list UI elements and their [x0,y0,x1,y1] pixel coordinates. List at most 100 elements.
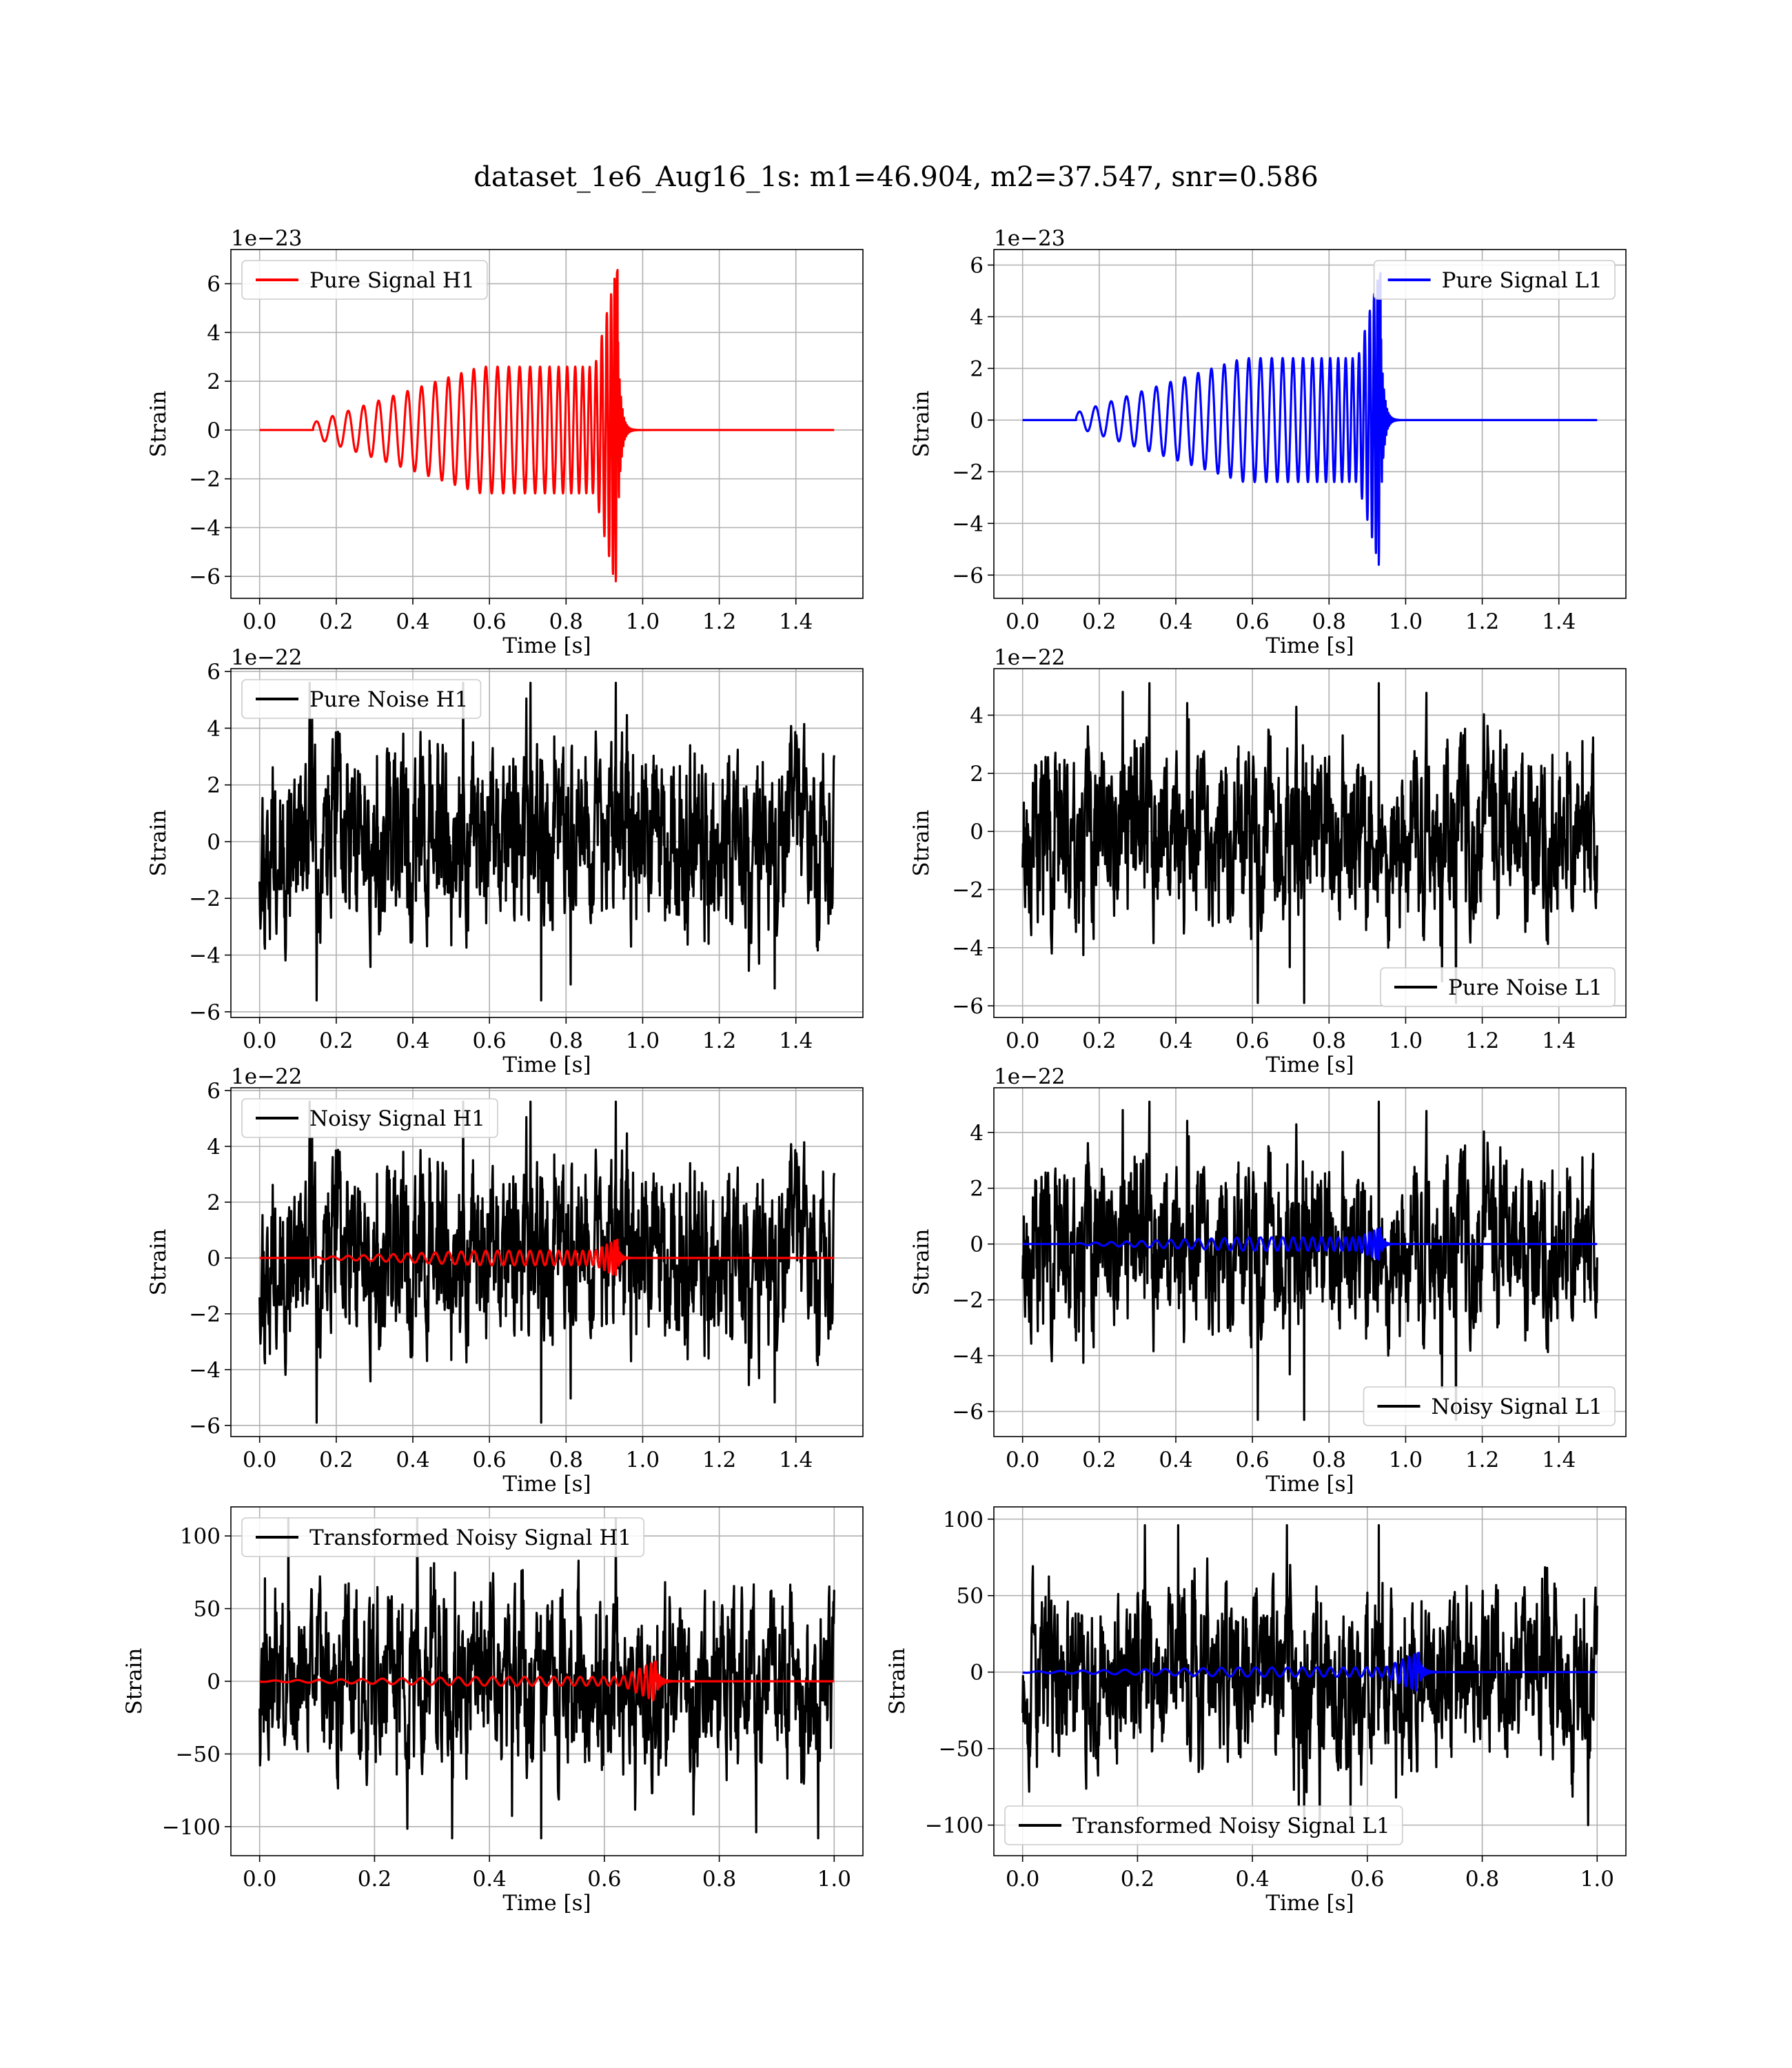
x-tick-label: 0.8 [702,1867,736,1892]
y-axis-label: Strain [122,1648,147,1715]
y-tick-label: −6 [952,1400,984,1425]
y-tick-label: 0 [970,1233,984,1257]
y-tick-label: −50 [939,1737,984,1762]
series-group [258,682,835,1002]
x-tick-label: 0.8 [1312,1028,1346,1053]
legend-label: Pure Signal H1 [309,268,475,293]
y-tick-label: 6 [207,660,221,685]
y-tick-label: −6 [952,994,984,1019]
panel-pure-signal-l1: 0.0 0.2 0.4 0.6 0.8 1.0 1.2 1.4 −6 −4 −2 0 2 4 6 Time [… [909,226,1627,658]
y-tick-label: 50 [957,1584,984,1609]
axis-offset-label: 1e−23 [231,226,303,251]
x-axis-label: Time [s] [502,1472,591,1497]
series-line-signal [258,1238,835,1277]
y-tick-label: 100 [943,1508,984,1532]
y-tick-label: −6 [189,565,221,589]
series-group [258,1100,835,1424]
x-tick-label: 0.2 [319,1448,353,1472]
y-tick-label: −4 [189,516,221,540]
y-tick-label: 0 [207,418,221,443]
panel-noisy-signal-l1: 0.0 0.2 0.4 0.6 0.8 1.0 1.2 1.4 −6 −4 −2 0 2 4 Time [s… [909,1064,1627,1497]
x-tick-label: 1.4 [779,1028,813,1053]
x-tick-label: 0.8 [1312,609,1346,634]
x-tick-label: 1.0 [1389,609,1423,634]
legend-label: Pure Signal L1 [1442,268,1602,293]
series-line-signal [1021,272,1598,566]
axis-offset-label: 1e−22 [231,645,303,670]
y-tick-label: −100 [925,1814,984,1838]
panel-pure-noise-l1: 0.0 0.2 0.4 0.6 0.8 1.0 1.2 1.4 −6 −4 −2 0 2 4 Time [s… [909,645,1627,1077]
y-tick-label: 6 [207,1079,221,1104]
legend-box [241,260,488,300]
axis-offset-label: 1e−22 [231,1064,303,1089]
x-tick-label: 1.4 [1542,1028,1576,1053]
x-tick-label: 0.2 [1082,1448,1116,1472]
y-tick-label: −4 [189,1358,221,1383]
x-tick-label: 0.4 [1159,609,1192,634]
y-tick-label: 2 [970,356,984,381]
x-tick-label: 0.2 [1082,609,1116,634]
y-tick-label: 2 [970,762,984,787]
legend-label: Transformed Noisy Signal L1 [1072,1814,1390,1838]
series-line-signal [258,269,835,582]
y-axis-label: Strain [146,391,171,458]
y-tick-label: −2 [952,460,984,485]
y-tick-label: 2 [207,773,221,798]
series-group [258,269,835,582]
x-tick-label: 1.0 [626,1028,660,1053]
legend-box [1380,967,1616,1007]
x-tick-label: 0.0 [243,1028,276,1053]
series-line-signal [1021,1227,1598,1261]
x-tick-label: 0.2 [1082,1028,1116,1053]
series-line-noise [1021,1524,1598,1827]
y-tick-label: −2 [189,1302,221,1327]
x-tick-label: 0.2 [319,1028,353,1053]
y-tick-label: −50 [176,1742,221,1767]
y-tick-label: 2 [207,369,221,394]
x-axis-label: Time [s] [1265,633,1354,658]
x-tick-label: 0.6 [1235,1028,1269,1053]
y-tick-label: 2 [207,1190,221,1215]
y-tick-label: −6 [952,563,984,588]
series-group [1021,272,1598,566]
legend-box [241,1517,645,1557]
legend-label: Noisy Signal L1 [1432,1395,1603,1419]
x-tick-label: 1.2 [1465,609,1499,634]
y-tick-label: 50 [194,1597,221,1622]
series-line-noise [258,682,835,1002]
axis-offset-label: 1e−22 [994,645,1066,670]
x-tick-label: 1.4 [1542,1448,1576,1472]
y-tick-label: 0 [970,408,984,433]
axes-frame [230,249,864,599]
legend-box [241,679,482,719]
x-tick-label: 0.6 [472,1028,506,1053]
y-axis-label: Strain [909,391,934,458]
series-line-noise [258,1100,835,1424]
y-tick-label: 0 [207,1670,221,1694]
x-tick-label: 0.2 [319,609,353,634]
y-tick-label: 0 [970,820,984,844]
x-tick-label: 0.4 [396,1028,429,1053]
x-axis-label: Time [s] [502,633,591,658]
x-tick-label: 0.2 [358,1867,391,1892]
series-group [258,1517,835,1840]
x-tick-label: 0.8 [549,1448,583,1472]
x-tick-label: 0.2 [1121,1867,1154,1892]
x-tick-label: 0.4 [396,609,429,634]
y-tick-label: −4 [952,936,984,961]
y-tick-label: 4 [970,703,984,728]
y-tick-label: 6 [970,253,984,278]
y-tick-label: 6 [207,272,221,297]
x-tick-label: 1.2 [702,609,736,634]
x-tick-label: 1.0 [626,1448,660,1472]
x-tick-label: 0.6 [587,1867,621,1892]
panel-pure-signal-h1: 0.0 0.2 0.4 0.6 0.8 1.0 1.2 1.4 −6 −4 −2 0 2 4 6 Time [… [146,226,864,658]
x-axis-label: Time [s] [1265,1891,1354,1916]
legend-box [241,1098,498,1138]
x-tick-label: 0.0 [1006,609,1039,634]
x-tick-label: 1.0 [1389,1028,1423,1053]
x-tick-label: 1.4 [1542,609,1576,634]
legend-label: Pure Noise H1 [309,687,468,712]
